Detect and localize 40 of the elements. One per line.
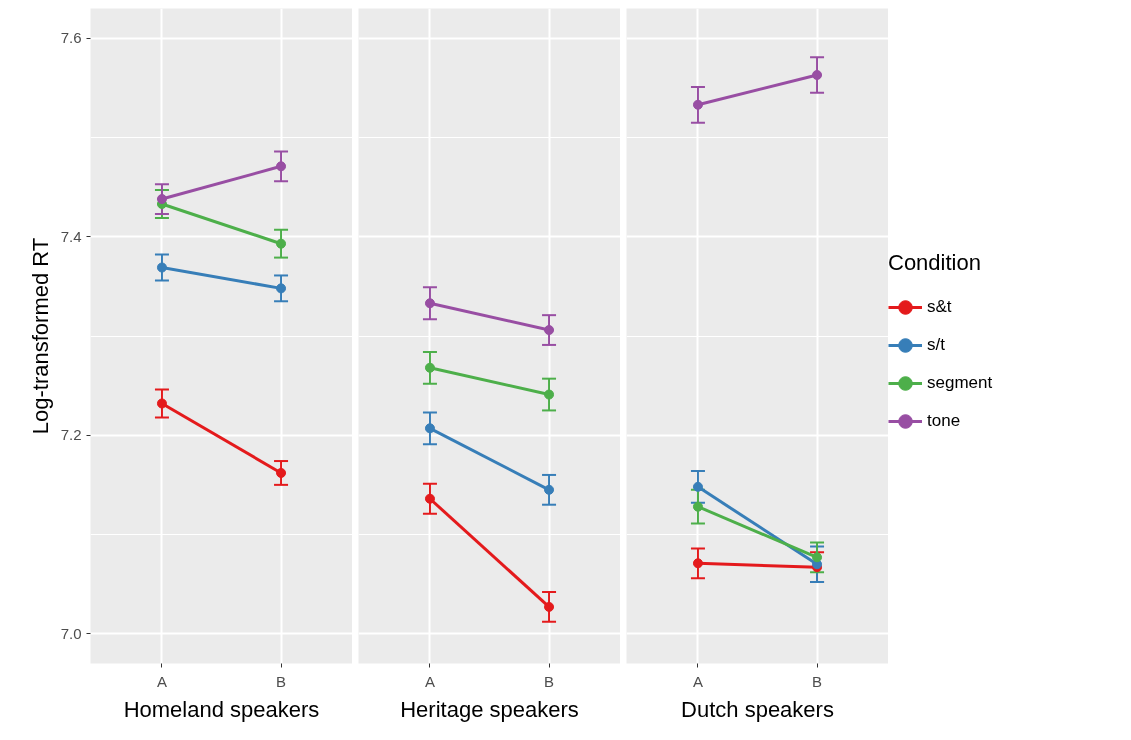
point — [544, 325, 555, 336]
x-tick-label: A — [156, 672, 167, 690]
point — [544, 484, 555, 495]
point — [424, 298, 435, 309]
point — [692, 481, 703, 492]
point — [812, 70, 823, 80]
x-tick-label: B — [276, 672, 287, 690]
legend-label: s&t — [927, 295, 952, 318]
point — [156, 194, 167, 205]
point — [424, 362, 435, 373]
y-axis-title: Log-transformed RT — [27, 237, 53, 435]
x-tick-label: B — [812, 672, 823, 690]
x-axis-title: Heritage speakers — [400, 696, 579, 722]
point — [692, 558, 703, 569]
point — [156, 398, 167, 409]
x-tick-label: B — [544, 672, 555, 690]
point — [276, 161, 287, 172]
legend-label: segment — [927, 371, 993, 394]
point — [276, 467, 287, 478]
legend-label: tone — [927, 409, 961, 432]
legend-label: s/t — [927, 333, 946, 356]
legend-title: Condition — [888, 249, 982, 276]
y-tick-label: 7.0 — [60, 624, 82, 642]
point — [692, 501, 703, 512]
x-axis-title: Homeland speakers — [123, 696, 320, 722]
x-tick-label: A — [692, 672, 703, 690]
point — [276, 238, 287, 249]
point — [812, 552, 823, 563]
y-tick-label: 7.4 — [60, 227, 82, 245]
y-tick-label: 7.6 — [60, 29, 82, 47]
point — [544, 389, 555, 400]
y-tick-label: 7.2 — [60, 426, 82, 444]
point — [692, 99, 703, 110]
point — [276, 283, 287, 294]
point — [544, 601, 555, 612]
point — [424, 493, 435, 504]
x-tick-label: A — [424, 672, 435, 690]
point — [424, 423, 435, 434]
point — [156, 262, 167, 273]
x-axis-title: Dutch speakers — [681, 696, 834, 722]
